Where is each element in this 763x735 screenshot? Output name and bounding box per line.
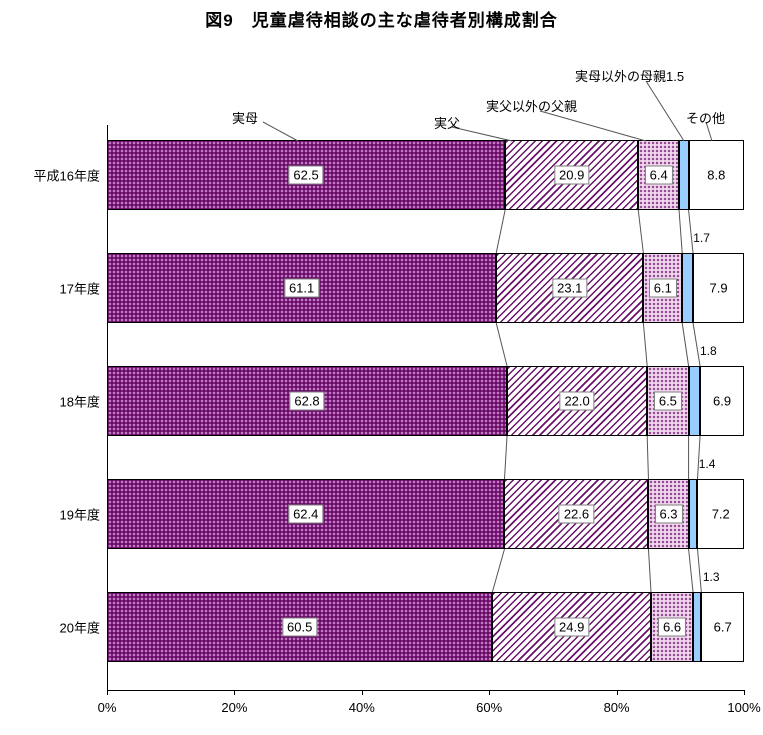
value-label: 6.3	[654, 504, 683, 524]
value-label: 60.5	[282, 617, 318, 637]
x-tick-mark	[234, 690, 236, 695]
other-segment	[700, 366, 744, 436]
value-label-above: 1.3	[702, 570, 720, 584]
series-connector-line	[495, 209, 506, 254]
series-label: その他	[686, 111, 726, 126]
other-mother-segment	[693, 592, 702, 662]
category-label: 20年度	[59, 620, 100, 636]
father-segment	[507, 366, 648, 436]
value-label: 61.1	[283, 278, 320, 298]
x-tick-label: 20%	[221, 700, 248, 715]
series-connector-line	[697, 548, 702, 593]
label-leader-line	[539, 110, 647, 142]
mother-segment	[107, 479, 505, 549]
series-connector-line	[495, 322, 508, 367]
series-connector-line	[503, 435, 508, 480]
value-label: 6.6	[657, 617, 687, 637]
value-label: 7.2	[711, 506, 730, 522]
value-label: 6.4	[644, 165, 673, 185]
x-tick-mark	[489, 690, 491, 695]
other-segment	[701, 592, 744, 662]
mother-segment	[107, 140, 506, 210]
chart-title: 図9 児童虐待相談の主な虐待者別構成割合	[205, 11, 558, 30]
x-tick-label: 100%	[727, 700, 761, 715]
category-label: 18年度	[59, 394, 100, 410]
series-connector-line	[491, 548, 505, 593]
series-connector-line	[642, 322, 648, 367]
category-label: 17年度	[59, 281, 100, 297]
value-label-above: 1.7	[693, 231, 710, 245]
mother-segment	[107, 592, 493, 662]
other-mother-segment	[682, 253, 694, 323]
other-mother-segment	[688, 366, 701, 436]
x-tick-label: 40%	[348, 700, 375, 715]
x-tick-mark	[616, 690, 618, 695]
other-mother-segment	[688, 479, 698, 549]
series-connector-line	[681, 322, 690, 367]
value-label: 8.8	[707, 167, 726, 183]
series-label: 実母以外の母親1.5	[575, 69, 685, 84]
other-segment	[697, 479, 744, 549]
series-label: 実母	[232, 111, 259, 126]
category-label: 平成16年度	[33, 168, 100, 184]
label-leader-line	[645, 80, 685, 142]
value-label: 62.4	[288, 504, 324, 524]
series-connector-line	[647, 548, 652, 593]
value-label: 6.9	[712, 393, 732, 409]
series-connector-line	[678, 209, 683, 254]
value-label: 62.5	[288, 165, 324, 185]
value-label-above: 1.4	[698, 457, 716, 471]
value-label: 6.1	[648, 278, 677, 298]
series-connector-line	[646, 435, 649, 480]
value-label-above: 1.8	[699, 344, 717, 358]
value-label: 22.6	[558, 504, 595, 524]
father-segment	[492, 592, 651, 662]
value-label: 24.9	[554, 617, 590, 637]
x-tick-mark	[361, 690, 363, 695]
father-segment	[505, 140, 639, 210]
label-leader-line	[262, 121, 299, 142]
value-label: 23.1	[552, 278, 588, 298]
value-label: 62.8	[289, 391, 325, 411]
other-segment	[693, 253, 744, 323]
x-tick-mark	[744, 690, 745, 695]
other-mother-segment	[679, 140, 689, 210]
series-label: 実父	[434, 116, 461, 131]
value-label: 6.7	[713, 619, 732, 635]
other-segment	[688, 140, 744, 210]
value-label: 6.5	[653, 391, 682, 411]
label-leader-line	[451, 126, 513, 142]
father-segment	[504, 479, 649, 549]
series-label: 実父以外の父親	[486, 99, 578, 114]
x-tick-mark	[107, 690, 108, 695]
series-connector-line	[637, 209, 644, 254]
value-label: 7.9	[709, 280, 728, 296]
value-label: 20.9	[554, 165, 590, 185]
x-tick-label: 60%	[476, 700, 503, 715]
series-connector-line	[688, 548, 694, 593]
x-axis-line	[107, 690, 745, 691]
x-tick-label: 0%	[97, 700, 117, 715]
x-tick-label: 80%	[603, 700, 630, 715]
value-label: 22.0	[559, 391, 595, 411]
category-label: 19年度	[59, 507, 100, 523]
